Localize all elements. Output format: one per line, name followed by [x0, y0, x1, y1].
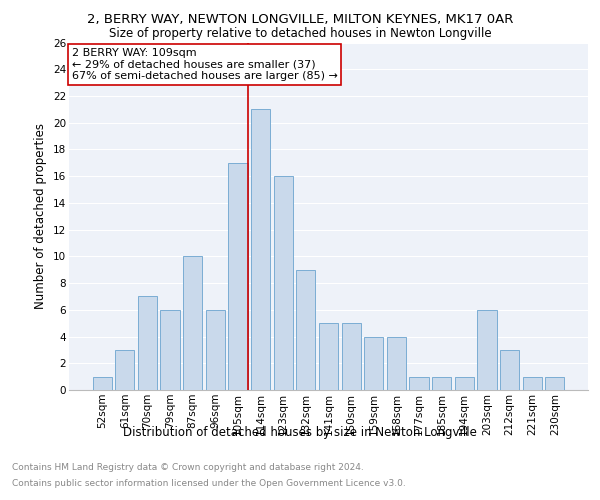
Bar [115, 350, 134, 390]
Bar [296, 270, 316, 390]
Bar [387, 336, 406, 390]
Bar [138, 296, 157, 390]
Bar [455, 376, 474, 390]
Bar [432, 376, 451, 390]
Bar [341, 323, 361, 390]
Bar [183, 256, 202, 390]
Bar [409, 376, 428, 390]
Bar [500, 350, 519, 390]
Bar [477, 310, 497, 390]
Text: Distribution of detached houses by size in Newton Longville: Distribution of detached houses by size … [123, 426, 477, 439]
Text: Contains HM Land Registry data © Crown copyright and database right 2024.: Contains HM Land Registry data © Crown c… [12, 464, 364, 472]
Bar [319, 323, 338, 390]
Bar [274, 176, 293, 390]
Bar [206, 310, 225, 390]
Bar [545, 376, 565, 390]
Text: 2 BERRY WAY: 109sqm
← 29% of detached houses are smaller (37)
67% of semi-detach: 2 BERRY WAY: 109sqm ← 29% of detached ho… [71, 48, 337, 81]
Bar [92, 376, 112, 390]
Text: Size of property relative to detached houses in Newton Longville: Size of property relative to detached ho… [109, 28, 491, 40]
Bar [523, 376, 542, 390]
Text: 2, BERRY WAY, NEWTON LONGVILLE, MILTON KEYNES, MK17 0AR: 2, BERRY WAY, NEWTON LONGVILLE, MILTON K… [87, 12, 513, 26]
Text: Contains public sector information licensed under the Open Government Licence v3: Contains public sector information licen… [12, 478, 406, 488]
Bar [251, 110, 270, 390]
Bar [160, 310, 180, 390]
Y-axis label: Number of detached properties: Number of detached properties [34, 123, 47, 309]
Bar [229, 163, 248, 390]
Bar [364, 336, 383, 390]
